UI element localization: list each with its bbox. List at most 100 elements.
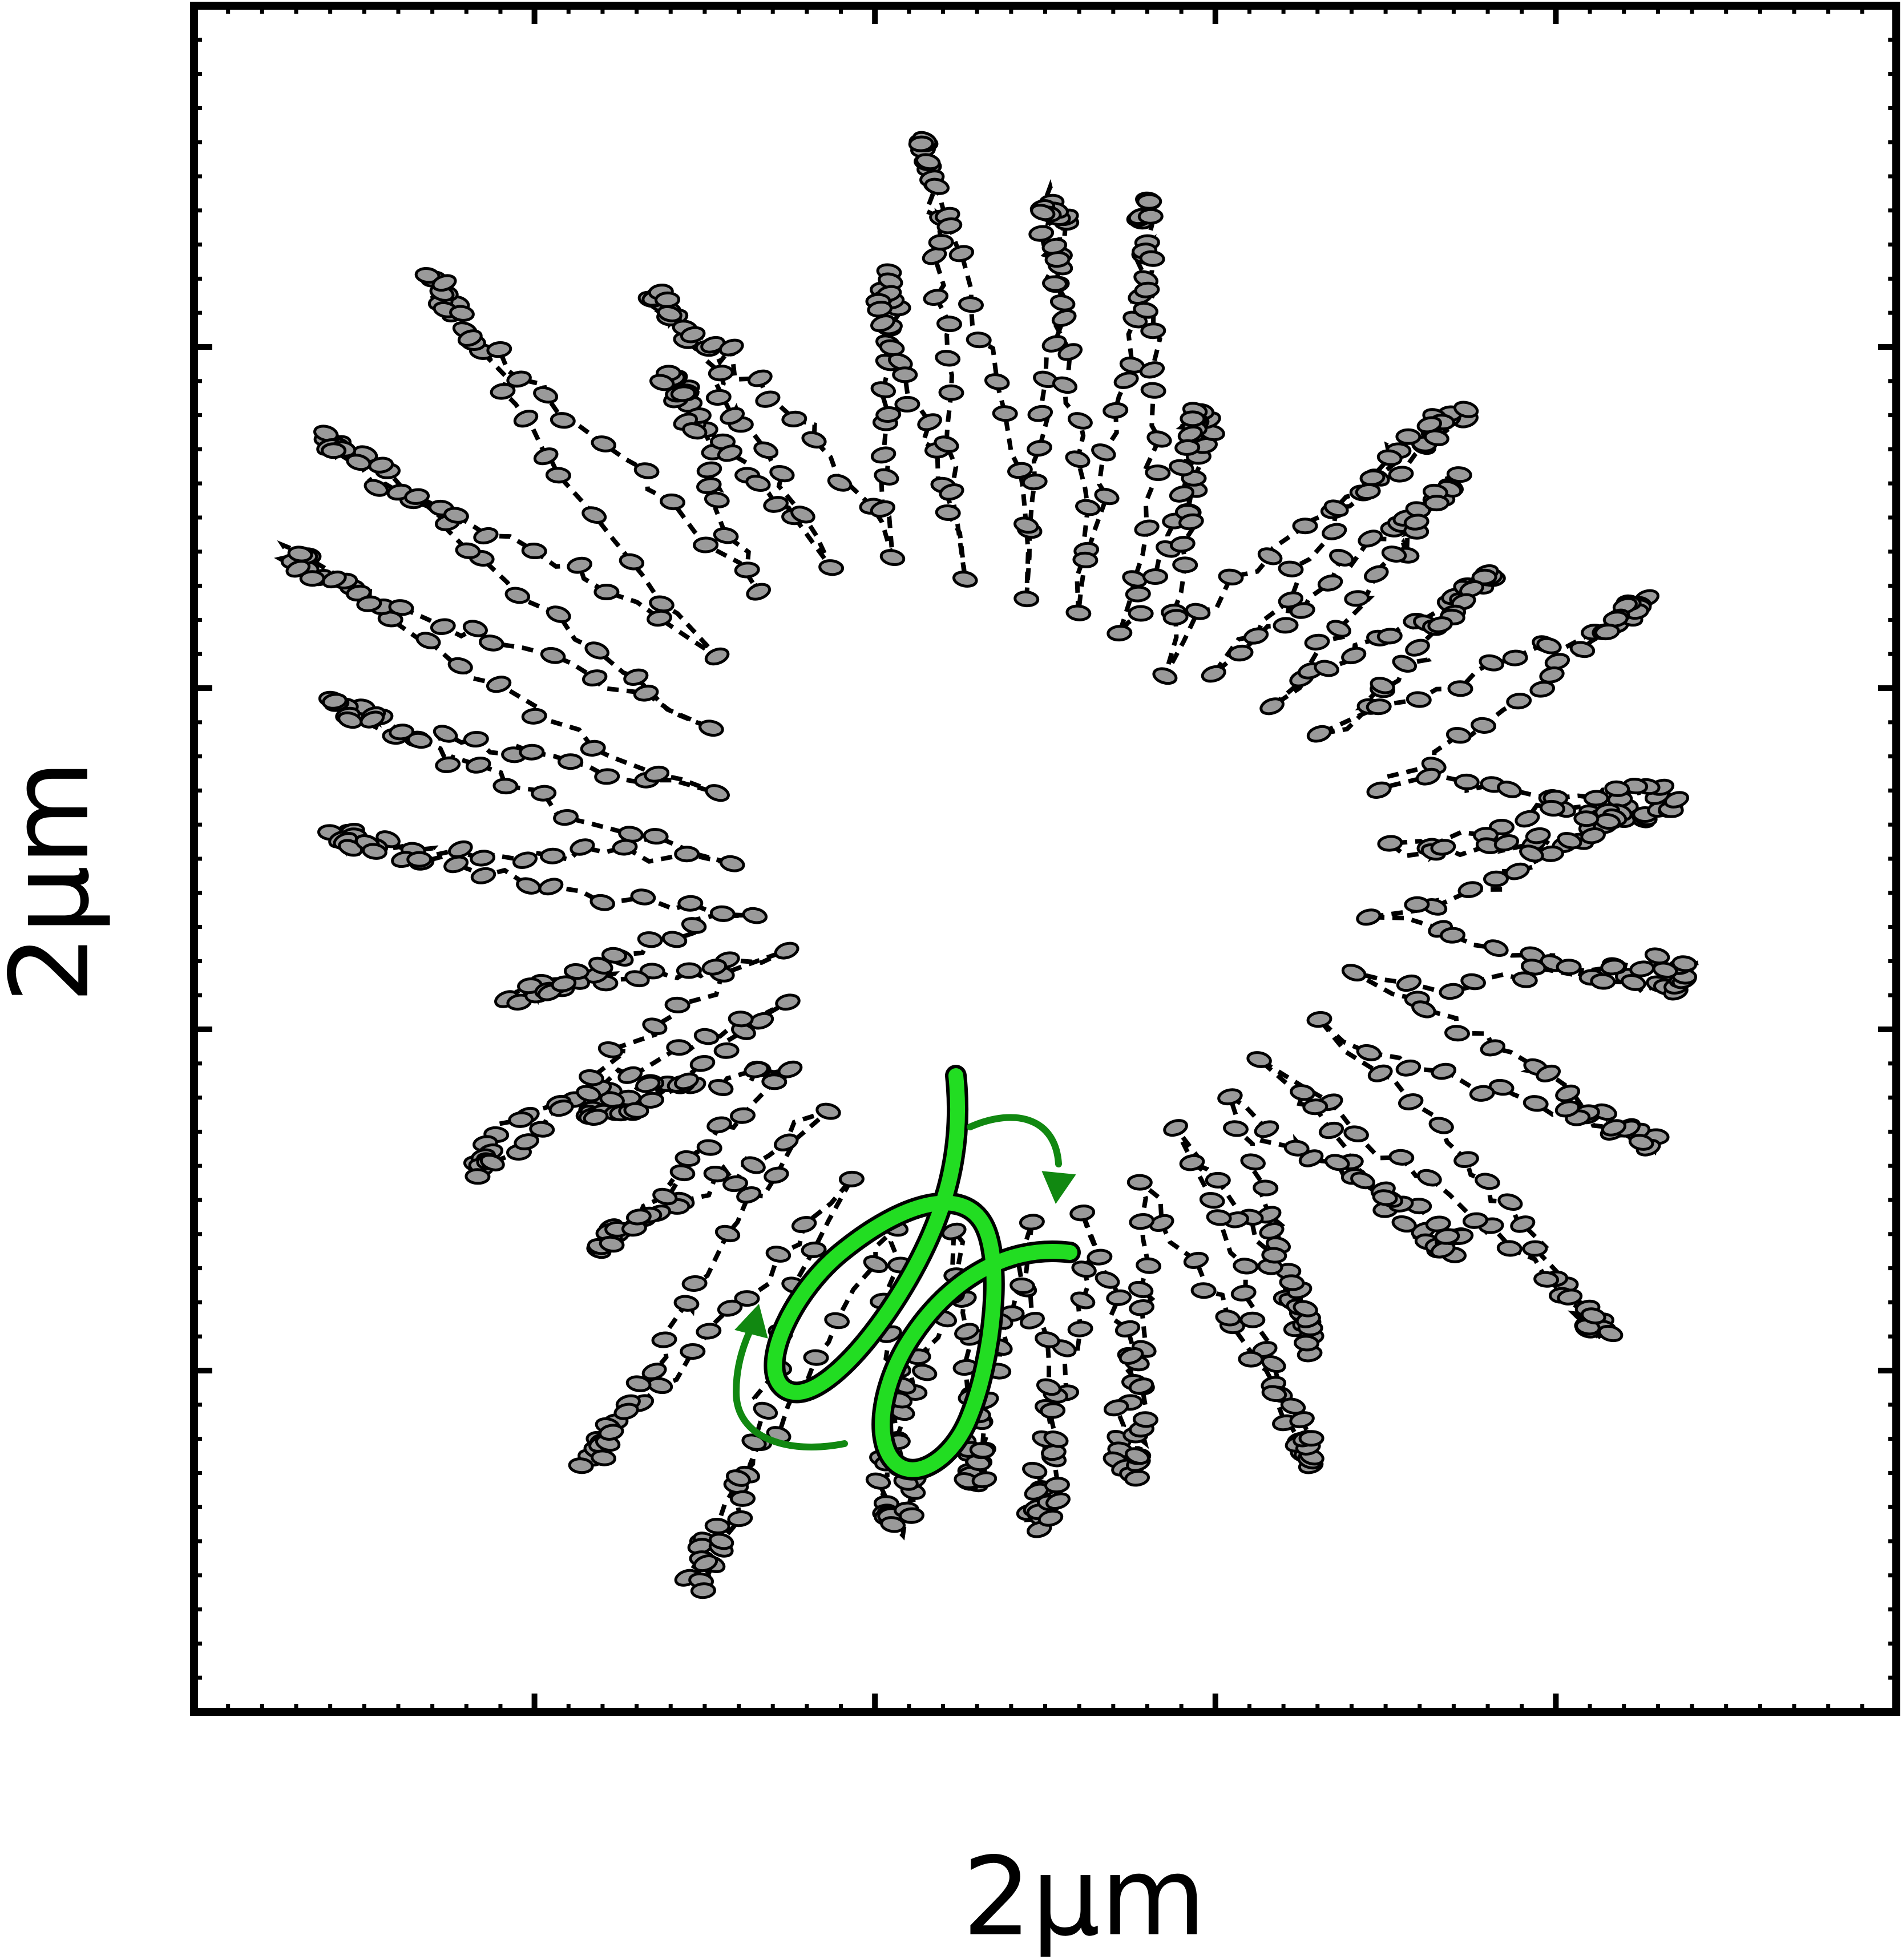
chromatin-bead-icon <box>531 785 557 802</box>
chromatin-bead-icon <box>1475 1173 1500 1190</box>
chromatin-bead-icon <box>1488 1078 1515 1096</box>
chromatin-bead-icon <box>879 549 906 566</box>
chromatin-bead-icon <box>443 855 469 874</box>
chromatin-bead-icon <box>1027 405 1053 422</box>
chromatin-bead-icon <box>689 1054 716 1072</box>
chromatin-bead-icon <box>1065 604 1092 621</box>
chromatin-bead-icon <box>992 405 1018 422</box>
chromatin-bead-icon <box>447 840 473 858</box>
chromatin-bead-icon <box>356 595 382 612</box>
chromatin-bead-icon <box>581 669 608 687</box>
chromatin-bead-icon <box>1043 1430 1069 1448</box>
chromatin-bead-icon <box>430 618 456 635</box>
chromatin-bead-icon <box>753 1401 778 1420</box>
chromatin-bead-icon <box>777 1060 803 1078</box>
chromatin-bead-icon <box>1405 638 1430 657</box>
chromatin-bead-icon <box>717 1299 743 1317</box>
chromatin-bead-icon <box>875 406 902 423</box>
chromatin-bead-icon <box>651 1331 677 1348</box>
rotation-arrow-icon <box>732 1320 848 1450</box>
chromatin-bead-icon <box>815 1102 841 1120</box>
chromatin-bead-icon <box>599 1235 625 1253</box>
chromatin-bead-icon <box>623 1102 649 1119</box>
chromatin-bead-icon <box>1136 193 1162 210</box>
chromatin-bead-icon <box>1279 1274 1305 1291</box>
chromatin-bead-icon <box>1600 959 1626 976</box>
chromatin-bead-icon <box>775 993 801 1011</box>
chromatin-bead-icon <box>655 291 680 308</box>
chromatin-bead-icon <box>465 757 491 774</box>
chromatin-bead-icon <box>570 838 595 856</box>
chromatin-bead-icon <box>1069 1205 1096 1222</box>
chromatin-bead-icon <box>1067 1320 1093 1337</box>
chromatin-bead-icon <box>576 1085 601 1102</box>
chromatin-bead-icon <box>675 1150 701 1167</box>
chromatin-bead-icon <box>642 1017 668 1035</box>
chromatin-bead-icon <box>1013 591 1040 608</box>
chromatin-bead-icon <box>704 1517 730 1535</box>
chromatin-bead-icon <box>1106 1289 1132 1306</box>
chromatin-bead-icon <box>700 336 726 354</box>
chromatin-bead-icon <box>774 941 799 960</box>
chromatin-bead-icon <box>1091 443 1116 462</box>
chromatin-bead-icon <box>601 947 627 964</box>
chromatin-bead-icon <box>478 635 504 652</box>
chromatin-bead-icon <box>708 365 734 382</box>
chromatin-bead-icon <box>1243 627 1269 645</box>
chromatin-bead-icon <box>457 329 483 347</box>
chromatin-bead-icon <box>1480 1039 1505 1057</box>
chromatin-bead-icon <box>745 474 771 492</box>
chromatin-bead-icon <box>708 1533 734 1550</box>
chromatin-bead-icon <box>1067 412 1093 430</box>
chromatin-bead-icon <box>617 1066 643 1084</box>
chromatin-bead-icon <box>941 1222 967 1240</box>
chromatin-bead-icon <box>1580 827 1606 844</box>
chromatin-bead-icon <box>791 1215 817 1234</box>
chromatin-bead-icon <box>1129 1299 1154 1316</box>
chromatin-bead-icon <box>1298 1430 1324 1447</box>
chromatin-bead-icon <box>744 1061 769 1078</box>
chromatin-bead-icon <box>938 384 964 401</box>
chromatin-bead-icon <box>1404 896 1430 913</box>
chromatin-bead-icon <box>934 435 959 453</box>
chromatin-bead-icon <box>1604 780 1630 797</box>
chromatin-bead-icon <box>1107 625 1133 642</box>
chromatin-bead-icon <box>633 684 659 702</box>
chromatin-bead-icon <box>1493 834 1520 852</box>
chromatin-bead-icon <box>1094 487 1120 506</box>
chromatin-bead-icon <box>1430 839 1456 856</box>
chromatin-bead-icon <box>652 1187 678 1206</box>
chromatin-bead-icon <box>718 338 744 357</box>
chromatin-bead-icon <box>593 583 620 601</box>
chromatin-bead-icon <box>674 846 700 863</box>
chromatin-bead-icon <box>1557 831 1582 850</box>
chromatin-bead-icon <box>1180 410 1206 427</box>
chromatin-bead-icon <box>1644 947 1670 965</box>
chromatin-bead-icon <box>1376 628 1403 645</box>
chromatin-bead-icon <box>1129 1213 1155 1230</box>
chromatin-bead-icon <box>1343 1125 1369 1142</box>
chromatin-bead-icon <box>1007 462 1033 479</box>
chromatin-bead-icon <box>1239 1311 1266 1328</box>
chromatin-bead-icon <box>1598 1324 1624 1343</box>
chromatin-bead-icon <box>1306 1011 1332 1028</box>
chromatin-bead-icon <box>1512 971 1538 988</box>
polymer-diagram <box>190 2 1900 1716</box>
chromatin-bead-icon <box>664 996 690 1013</box>
chromatin-bead-icon <box>1506 693 1532 710</box>
chromatin-bead-icon <box>1523 1095 1549 1112</box>
chromatin-bead-icon <box>360 710 385 729</box>
chromatin-bead-icon <box>935 504 961 522</box>
chromatin-bead-icon <box>1460 973 1486 991</box>
chromatin-bead-icon <box>922 247 947 265</box>
chromatin-bead-icon <box>1483 939 1509 957</box>
chromatin-bead-icon <box>1381 545 1407 563</box>
chromatin-bead-icon <box>625 1375 652 1392</box>
chromatin-bead-icon <box>558 753 584 770</box>
chromatin-bead-icon <box>1021 474 1048 491</box>
chromatin-bead-icon <box>1314 660 1339 677</box>
chromatin-bead-icon <box>966 332 992 349</box>
chromatin-bead-icon <box>1341 646 1367 665</box>
chromatin-bead-icon <box>952 571 978 588</box>
chromatin-bead-icon <box>1113 371 1139 389</box>
